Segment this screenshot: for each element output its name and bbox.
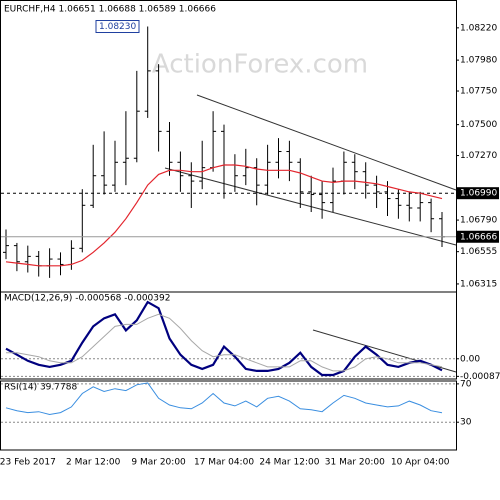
- price-box: [457, 230, 499, 243]
- price-box-label: 1.06990: [460, 189, 497, 199]
- y-tick-label: 1.07750: [460, 87, 497, 97]
- series-line: [5, 300, 443, 377]
- y-tick-label: 1.06555: [460, 247, 497, 257]
- channel-lower: [164, 167, 457, 246]
- rsi-panel: [0, 380, 457, 451]
- x-tick-label: 31 Mar 20:00: [325, 458, 385, 468]
- x-tick-label: 24 Mar 12:00: [259, 458, 319, 468]
- y-tick-label: 1.07980: [460, 56, 497, 66]
- y-tick-label: 1.06790: [460, 216, 497, 226]
- channel-upper: [196, 94, 457, 191]
- y-tick-label: 1.06315: [460, 279, 497, 289]
- y-tick-label: 1.07500: [460, 120, 497, 130]
- macd-title: MACD(12,26,9) -0.000568 -0.000392: [4, 294, 170, 304]
- price-box: [457, 187, 499, 200]
- high-box-label: 1.08230: [99, 22, 136, 32]
- y-tick-label: 1.08220: [460, 23, 497, 33]
- high-box: [95, 20, 140, 34]
- y-tick-label: 0.00: [460, 354, 480, 364]
- macd-panel: [0, 291, 457, 380]
- y-tick-label: -0.00087: [460, 372, 500, 382]
- y-tick-label: 1.07270: [460, 151, 497, 161]
- x-tick-label: 9 Mar 20:00: [131, 458, 186, 468]
- rsi-title: RSI(14) 39.7788: [4, 383, 77, 393]
- moving-average: [5, 164, 443, 267]
- x-tick-label: 2 Mar 12:00: [66, 458, 121, 468]
- y-tick-label: 70: [460, 379, 472, 389]
- watermark: ActionForex.com: [152, 50, 368, 80]
- series-line: [6, 313, 443, 372]
- x-tick-label: 23 Feb 2017: [0, 458, 56, 468]
- y-tick-label: 30: [460, 418, 472, 428]
- x-tick-label: 10 Apr 04:00: [391, 458, 450, 468]
- price-box-label: 1.06666: [460, 232, 497, 242]
- series-line: [5, 382, 443, 416]
- x-tick-label: 17 Mar 04:00: [194, 458, 254, 468]
- header: EURCHF,H4 1.06651 1.06688 1.06589 1.0666…: [4, 5, 216, 15]
